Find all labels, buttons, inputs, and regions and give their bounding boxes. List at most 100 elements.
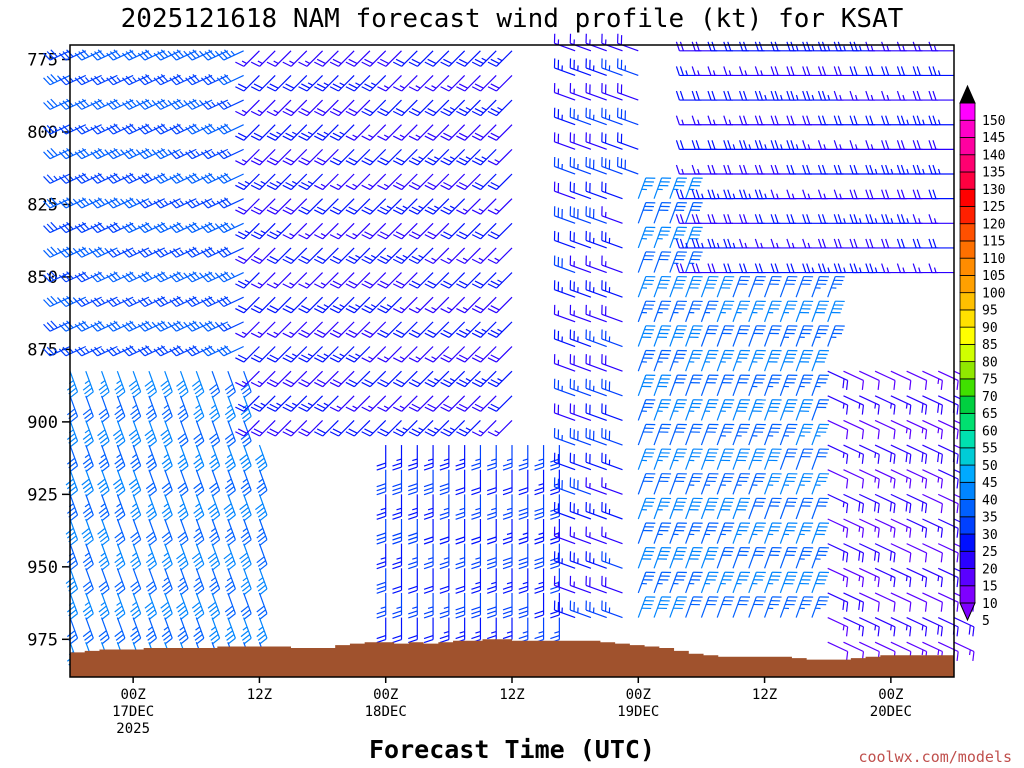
wind-barb — [471, 173, 497, 191]
wind-barb — [209, 444, 221, 473]
wind-barb — [455, 617, 466, 644]
wind-barb — [487, 124, 513, 141]
wind-barb — [130, 518, 142, 547]
wind-barb — [700, 448, 719, 470]
wind-barb — [298, 198, 323, 215]
wind-barb — [145, 444, 158, 473]
colorbar-swatch — [959, 395, 976, 414]
wind-barb — [329, 395, 355, 412]
wind-barb — [669, 497, 687, 520]
wind-barb — [43, 147, 71, 160]
wind-barb — [161, 444, 173, 473]
wind-barb — [377, 222, 402, 240]
wind-barb — [240, 518, 252, 547]
wind-barb — [314, 222, 339, 240]
wind-barb — [617, 33, 639, 52]
wind-barb — [928, 41, 954, 52]
wind-barb — [795, 325, 814, 347]
wind-barb — [637, 325, 656, 347]
wind-barb — [153, 295, 181, 308]
wind-barb — [890, 617, 912, 637]
wind-barb — [669, 571, 687, 594]
wind-barb — [487, 346, 513, 363]
wind-barb — [424, 272, 450, 289]
colorbar-swatch — [959, 430, 976, 449]
colorbar-label: 40 — [982, 493, 998, 508]
wind-barb — [90, 320, 118, 332]
wind-barb — [534, 519, 545, 545]
terrain-fill — [70, 639, 954, 677]
wind-barb — [408, 148, 434, 166]
wind-barb — [266, 370, 292, 388]
wind-barb — [153, 123, 181, 135]
wind-barb — [827, 567, 849, 588]
wind-barb — [601, 501, 623, 520]
wind-barb — [455, 469, 466, 496]
wind-barb — [732, 497, 751, 520]
wind-barb — [424, 420, 450, 437]
wind-barb — [235, 99, 260, 117]
wind-barb — [569, 156, 592, 175]
wind-barb — [250, 75, 276, 92]
wind-barb — [298, 296, 323, 314]
wind-barb — [553, 107, 576, 126]
wind-barb — [200, 49, 229, 61]
wind-barb — [207, 592, 221, 620]
wind-barb — [137, 172, 165, 184]
wind-barb — [585, 83, 607, 101]
wind-barb — [732, 275, 751, 298]
wind-barb — [439, 568, 450, 594]
wind-barb — [502, 617, 513, 644]
wind-barb — [345, 346, 371, 363]
wind-barb — [408, 222, 434, 240]
wind-barb — [601, 304, 623, 323]
wind-barb — [122, 147, 150, 160]
wind-barb — [282, 222, 308, 240]
wind-barb — [748, 349, 766, 372]
wind-barb — [553, 230, 576, 249]
wind-barb — [585, 600, 607, 619]
wind-barb — [43, 124, 71, 135]
colorbar-label: 145 — [982, 131, 1005, 146]
colorbar-label: 70 — [982, 390, 998, 405]
wind-barb — [377, 321, 402, 338]
wind-barb — [169, 172, 197, 184]
wind-barb — [345, 272, 371, 289]
wind-barb — [282, 321, 308, 338]
wind-barb — [177, 469, 189, 497]
colorbar-swatch — [959, 257, 976, 276]
wind-barb — [585, 428, 607, 446]
wind-barb — [90, 345, 118, 357]
wind-barb — [224, 469, 236, 497]
wind-barb — [502, 592, 513, 619]
wind-barb — [716, 547, 735, 569]
wind-barb — [653, 251, 672, 273]
wind-barb — [439, 445, 450, 471]
wind-barb — [471, 272, 497, 289]
wind-barb — [487, 75, 513, 92]
wind-barb — [65, 568, 79, 596]
wind-barb — [779, 522, 798, 544]
wind-barb — [282, 346, 308, 363]
wind-barb — [553, 501, 576, 520]
wind-barb — [137, 74, 165, 86]
wind-barb — [408, 99, 434, 117]
wind-barb — [928, 238, 954, 249]
wind-barb — [130, 395, 142, 423]
wind-barb — [66, 494, 79, 522]
wind-barb — [890, 395, 912, 415]
wind-barb — [653, 349, 672, 372]
wind-barb — [669, 300, 687, 323]
wind-barb — [669, 226, 687, 249]
wind-barb — [811, 596, 829, 618]
wind-barb — [408, 420, 434, 437]
wind-barb — [569, 501, 592, 520]
wind-barb — [843, 469, 865, 489]
y-tick-label: 950 — [27, 558, 58, 578]
wind-barb — [637, 300, 656, 323]
wind-barb — [200, 198, 229, 209]
wind-barb — [58, 271, 87, 283]
wind-barb — [440, 50, 466, 67]
wind-barb — [216, 197, 244, 209]
